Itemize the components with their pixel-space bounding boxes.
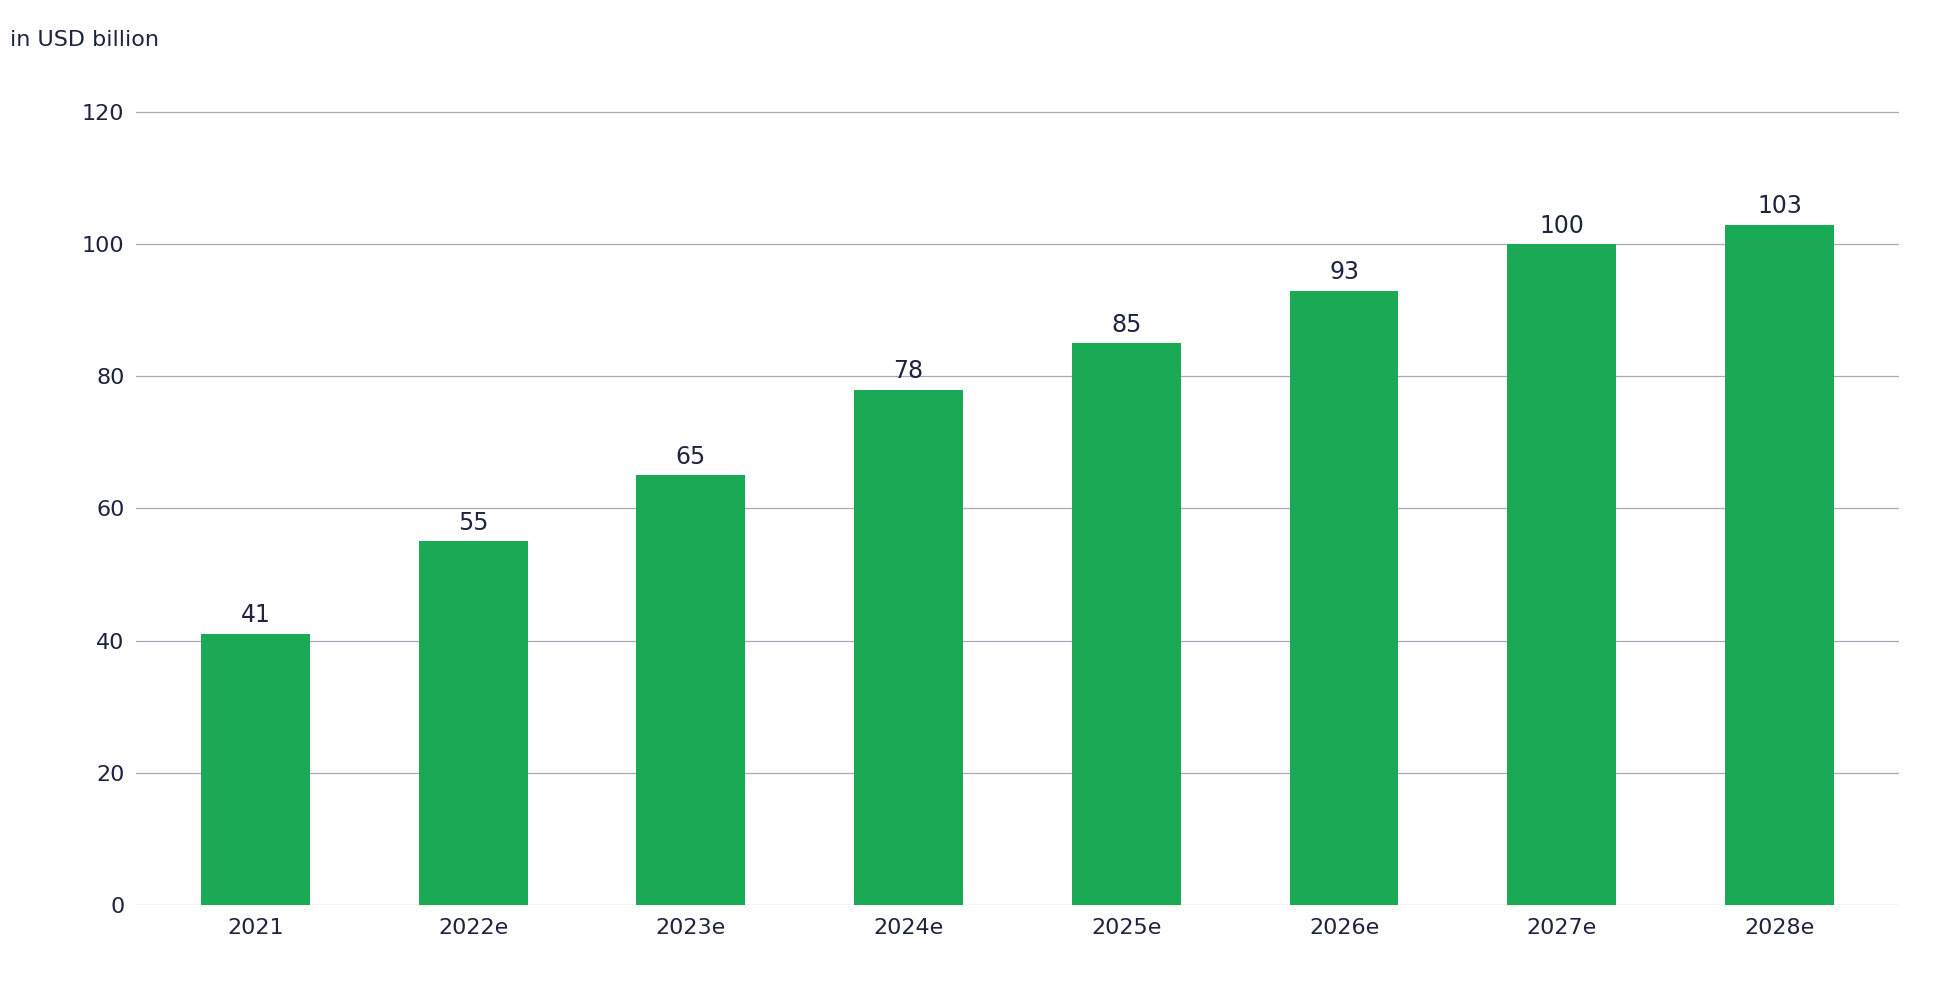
- Text: 55: 55: [457, 511, 488, 535]
- Bar: [855, 390, 963, 905]
- Text: 65: 65: [676, 445, 705, 469]
- Bar: [1725, 225, 1833, 905]
- Text: 103: 103: [1758, 194, 1802, 218]
- Text: in USD billion: in USD billion: [10, 30, 159, 50]
- Text: 93: 93: [1329, 260, 1359, 284]
- Bar: [1289, 290, 1399, 905]
- Bar: [636, 475, 746, 905]
- Text: 78: 78: [893, 359, 924, 383]
- Bar: [1072, 344, 1180, 905]
- Text: 41: 41: [240, 603, 269, 627]
- Bar: [419, 542, 527, 905]
- Bar: [202, 634, 310, 905]
- Text: 85: 85: [1110, 313, 1141, 337]
- Bar: [1508, 245, 1616, 905]
- Text: 100: 100: [1539, 214, 1583, 238]
